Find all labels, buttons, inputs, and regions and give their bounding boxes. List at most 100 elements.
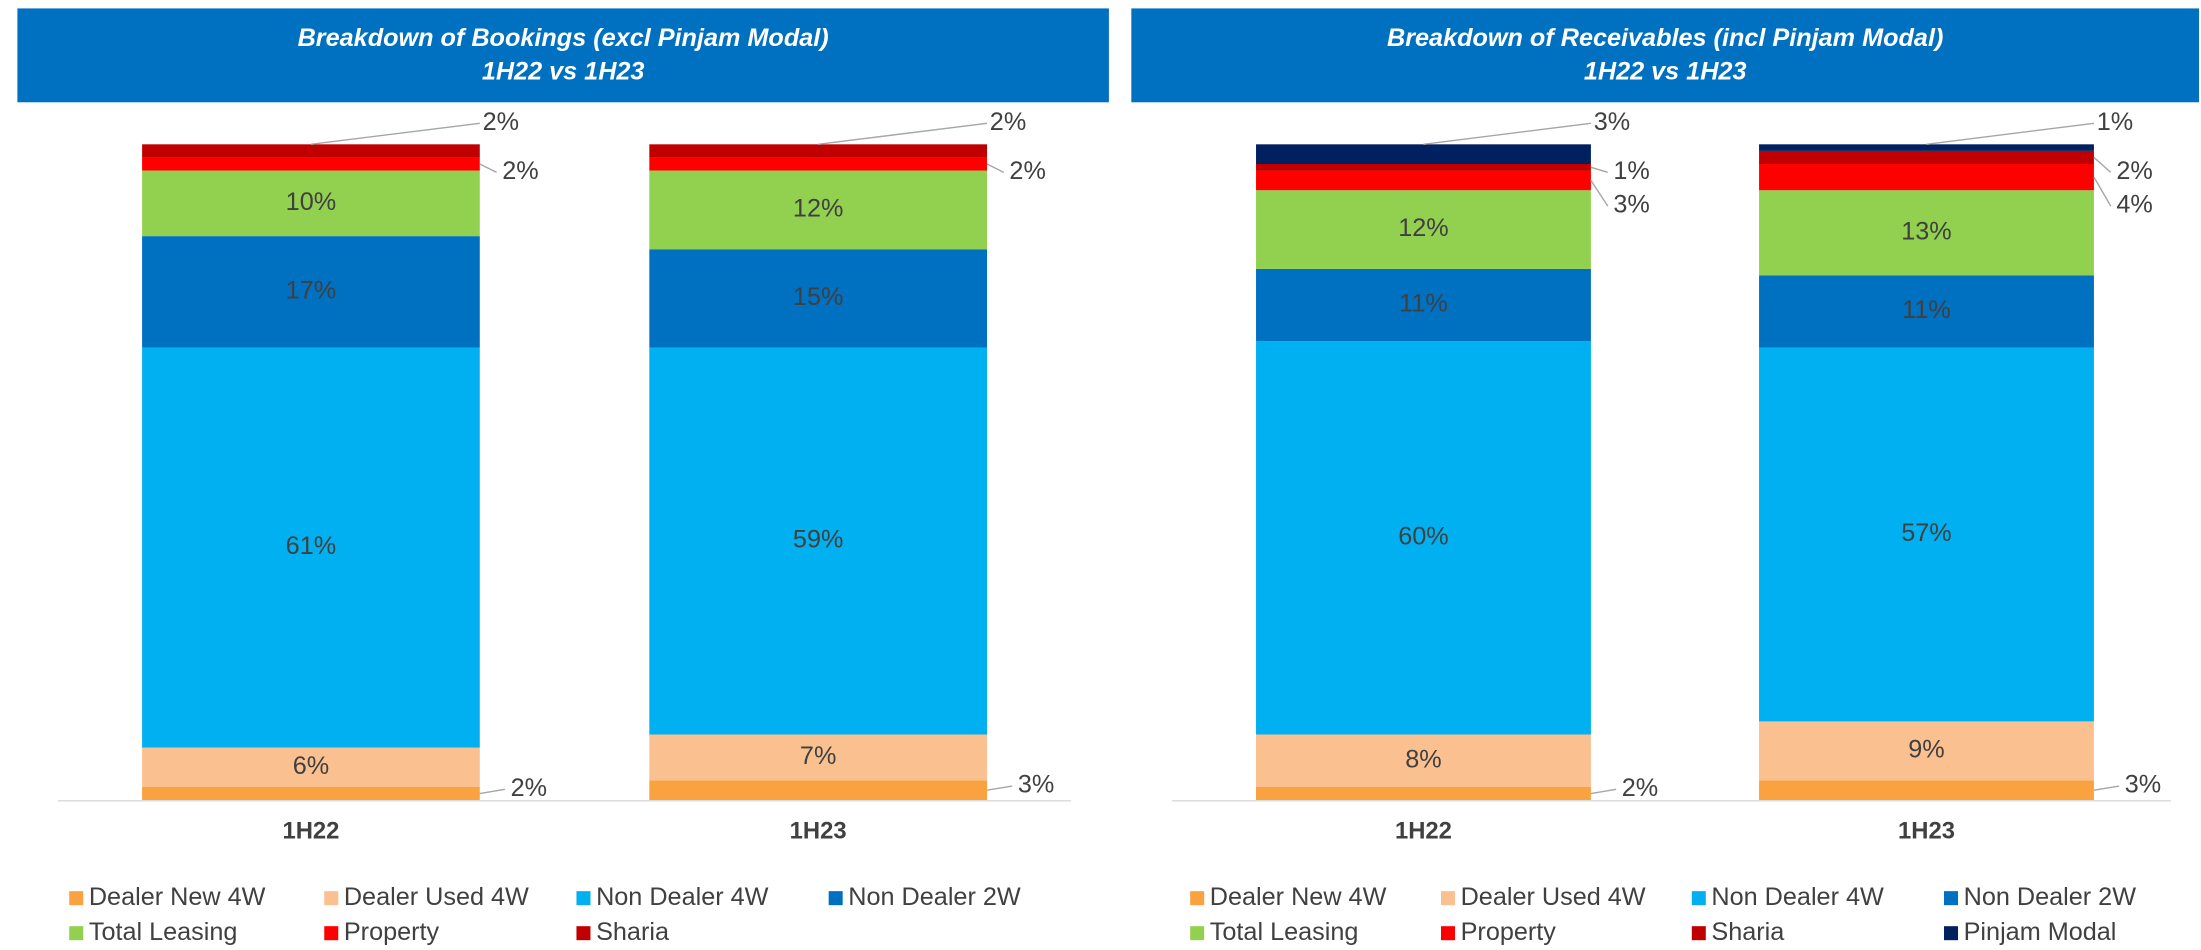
leader-line — [818, 122, 988, 146]
bar-segment — [649, 157, 988, 171]
data-label: 12% — [1398, 214, 1448, 242]
bar-segment — [1759, 347, 2094, 722]
header — [1131, 8, 2200, 103]
legend-label: Dealer New 4W — [1210, 883, 1387, 911]
legend-label: Sharia — [1711, 918, 1785, 946]
bar-segment — [649, 249, 988, 348]
x-tick-label: 1H22 — [1395, 818, 1452, 845]
legend-label: Sharia — [596, 918, 670, 946]
data-label: 17% — [286, 277, 336, 305]
legend-label: Total Leasing — [89, 918, 238, 946]
legend-label: Dealer Used 4W — [1461, 883, 1646, 911]
x-tick-label: 1H23 — [790, 818, 847, 845]
leader-line — [1423, 122, 1592, 146]
legend-label: Non Dealer 4W — [596, 883, 769, 911]
data-label: 57% — [1901, 519, 1951, 547]
legend-swatch — [1691, 926, 1706, 941]
leader-line — [479, 788, 506, 795]
bar-segment — [649, 734, 988, 781]
bar-segment — [142, 144, 480, 158]
legend-swatch — [1190, 891, 1205, 906]
header — [17, 8, 1109, 103]
data-label: 1% — [1613, 157, 1649, 185]
legend-swatch — [576, 926, 591, 941]
data-label: 3% — [1613, 191, 1649, 219]
data-label: 13% — [1901, 218, 1951, 246]
data-label: 2% — [1622, 774, 1658, 802]
chart-title: Breakdown of Receivables (incl Pinjam Mo… — [1387, 24, 1943, 52]
legend-label: Non Dealer 2W — [848, 883, 1021, 911]
data-label: 60% — [1398, 522, 1448, 550]
leader-line — [2093, 176, 2112, 207]
data-label: 2% — [483, 108, 519, 136]
bar-segment — [142, 747, 480, 787]
data-label: 11% — [1902, 296, 1951, 324]
legend-label: Property — [344, 918, 440, 946]
data-label: 12% — [793, 195, 843, 223]
legend-label: Non Dealer 2W — [1964, 883, 2137, 911]
bar-segment — [649, 347, 988, 735]
data-label: 3% — [2125, 771, 2161, 799]
leader-line — [1590, 180, 1609, 207]
bar-segment — [1759, 190, 2094, 276]
legend-swatch — [69, 926, 84, 941]
legend-label: Pinjam Modal — [1964, 918, 2117, 946]
chart-title: Breakdown of Bookings (excl Pinjam Modal… — [298, 24, 829, 52]
legend-swatch — [1691, 891, 1706, 906]
leader-line — [1926, 122, 2095, 146]
data-label: 1% — [2097, 108, 2133, 136]
bar-segment — [1759, 780, 2094, 801]
leader-line — [2093, 785, 2120, 791]
data-label: 2% — [511, 774, 547, 802]
bar-segment — [1256, 341, 1591, 735]
x-tick-label: 1H23 — [1898, 818, 1955, 845]
data-label: 10% — [286, 188, 336, 216]
leader-line — [2093, 156, 2112, 173]
bar-segment — [649, 780, 988, 801]
legend-swatch — [576, 891, 591, 906]
legend-label: Property — [1461, 918, 1557, 946]
bar-segment — [1256, 786, 1591, 801]
bar-segment — [142, 786, 480, 801]
bar-segment — [1256, 190, 1591, 269]
data-label: 59% — [793, 526, 843, 554]
chart-subtitle: 1H22 vs 1H23 — [1584, 58, 1747, 86]
bar-segment — [1256, 170, 1591, 191]
leader-line — [479, 163, 497, 173]
legend-swatch — [1944, 891, 1959, 906]
bar-segment — [142, 157, 480, 171]
legend-label: Dealer New 4W — [89, 883, 266, 911]
bar-segment — [649, 144, 988, 158]
data-label: 2% — [1009, 157, 1045, 185]
legend-label: Non Dealer 4W — [1711, 883, 1884, 911]
bar-segment — [142, 347, 480, 748]
leader-line — [1590, 788, 1617, 795]
bar-segment — [1759, 144, 2094, 151]
bar-segment — [1256, 734, 1591, 787]
data-label: 11% — [1399, 290, 1448, 318]
legend-swatch — [1190, 926, 1205, 941]
legend-swatch — [324, 891, 339, 906]
data-label: 6% — [293, 752, 329, 780]
leader-line — [986, 785, 1013, 791]
bar-segment — [1759, 150, 2094, 164]
legend-label: Dealer Used 4W — [344, 883, 529, 911]
bar-segment — [649, 170, 988, 250]
data-label: 2% — [502, 157, 538, 185]
bar-segment — [142, 170, 480, 237]
data-label: 2% — [2116, 157, 2152, 185]
bar-segment — [1759, 275, 2094, 348]
data-label: 3% — [1018, 771, 1054, 799]
data-label: 2% — [990, 108, 1026, 136]
legend-swatch — [1944, 926, 1959, 941]
data-label: 3% — [1594, 108, 1630, 136]
chart-subtitle: 1H22 vs 1H23 — [482, 58, 645, 86]
data-label: 7% — [800, 742, 836, 770]
legend-swatch — [1440, 891, 1455, 906]
x-tick-label: 1H22 — [282, 818, 339, 845]
legend-swatch — [324, 926, 339, 941]
bar-segment — [1759, 721, 2094, 781]
data-label: 61% — [286, 532, 336, 560]
data-label: 9% — [1908, 736, 1944, 764]
